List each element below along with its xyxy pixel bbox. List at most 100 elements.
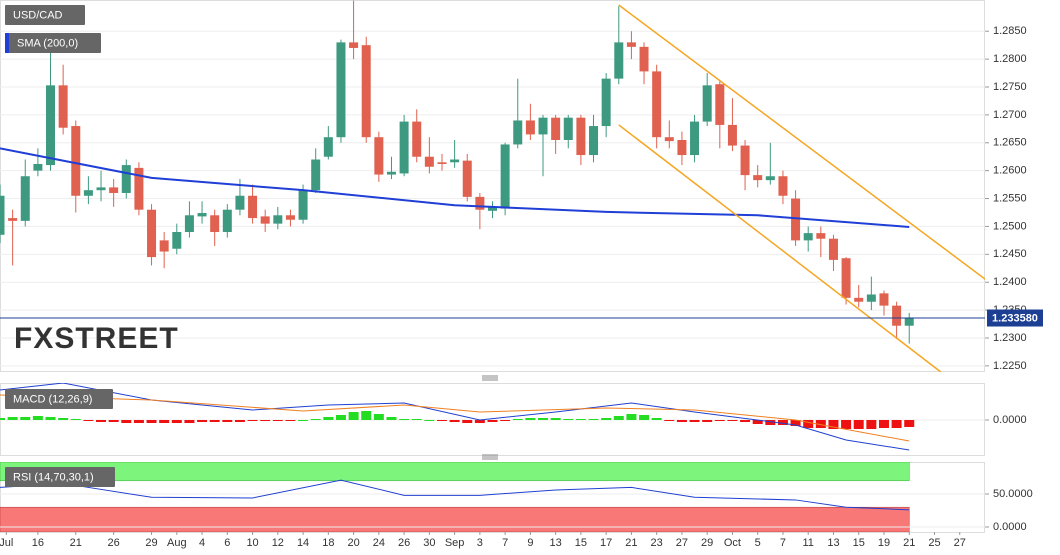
macd-histogram-bar [752,420,763,424]
macd-histogram-bar [853,420,864,429]
x-tick-label: 17 [600,537,612,549]
macd-histogram-bar [285,420,296,421]
macd-histogram-bar [323,417,334,420]
legend-text: RSI (14,70,30,1) [13,471,94,483]
candle-body [803,233,813,241]
x-tick-label: 29 [701,537,713,549]
macd-histogram-bar [815,420,826,428]
candle-body [614,42,624,79]
candle-body [386,171,396,175]
splitter-grip[interactable] [482,454,498,460]
macd-histogram-bar [487,420,498,422]
macd-histogram-bar [386,417,397,420]
legend-text: SMA (200,0) [17,37,78,49]
candle-body [778,176,788,196]
candle-body [260,216,270,224]
y-tick-label: 1.2700 [993,109,1027,121]
macd-histogram-bar [727,420,738,421]
candle-body [361,45,371,138]
macd-histogram-bar [197,420,208,422]
x-tick-label: 6 [224,537,230,549]
candle-body [71,126,81,196]
candle-body [715,84,725,125]
candle-body [159,240,169,252]
x-tick-label: 15 [853,537,865,549]
candle-body [525,120,535,135]
candle-body [866,294,876,302]
x-tick-label: 11 [802,537,813,549]
macd-histogram-bar [209,420,220,422]
candle-body [412,121,422,157]
last-price-label: 1.233580 [992,312,1038,324]
candle-body [765,176,775,181]
candle-body [475,196,485,210]
macd-layer [0,383,985,451]
macd-histogram-bar [891,420,902,428]
channel-line [618,124,942,372]
candle-body [235,195,245,210]
macd-histogram-bar [689,420,700,422]
candle-body [210,215,220,233]
splitter-grip[interactable] [482,375,498,381]
x-tick-label: Jul [0,537,13,549]
macd-histogram-bar [424,420,435,421]
macd-histogram-bar [765,420,776,425]
y-tick-label: 1.2250 [993,360,1027,372]
x-tick-label: 18 [322,537,334,549]
oversold-band [0,506,910,532]
candle-body [462,160,472,197]
x-tick-label: 16 [32,537,44,549]
x-tick-label: Oct [724,537,741,549]
y-tick-label: 1.2750 [993,81,1027,93]
candle-body [20,176,30,221]
channel-line [618,4,985,280]
candle-body [121,165,131,193]
candle-body [33,163,43,171]
candle-body [791,198,801,241]
x-tick-label: 20 [347,537,359,549]
macd-histogram-bar [575,419,586,420]
y-tick-label: 1.2600 [993,165,1027,177]
candle-body [488,206,497,211]
macd-histogram-bar [601,418,612,420]
candle-body [601,78,611,127]
macd-histogram-bar [841,420,852,429]
candle-body [589,126,599,156]
rsi-layer [0,462,985,532]
sma-line [0,147,910,228]
legend-text: MACD (12,26,9) [13,393,92,405]
y-tick-label: 1.2450 [993,248,1027,260]
y-tick-label: 1.2800 [993,53,1027,65]
candle-body [8,218,18,221]
x-tick-label: 12 [272,537,284,549]
candle-body [273,215,283,224]
x-tick-label: Aug [167,537,187,549]
macd-histogram-bar [740,420,751,422]
candle-body [437,162,447,164]
watermark: FXSTREET [14,322,179,355]
candle-body [96,187,106,191]
legend-swatch [5,33,9,53]
macd-histogram-bar [32,416,43,420]
candle-body [0,195,5,235]
macd-histogram-bar [159,420,170,423]
x-tick-label: 5 [755,537,761,549]
candle-body [83,190,93,196]
macd-histogram-bar [133,420,144,423]
macd-histogram-bar [866,420,877,429]
macd-histogram-bar [462,420,473,423]
macd-histogram-bar [449,420,460,422]
macd-histogram-bar [7,417,18,420]
macd-histogram-bar [550,418,561,420]
macd-histogram-bar [613,416,624,420]
x-tick-label: 25 [928,537,940,549]
macd-histogram-bar [588,419,599,420]
macd-histogram-bar [538,418,549,420]
macd-histogram-bar [525,418,536,420]
y-tick-label: 1.2850 [993,25,1027,37]
macd-histogram-bar [0,418,5,420]
macd-histogram-bar [777,420,788,425]
candle-body [298,190,308,220]
x-tick-label: 27 [676,537,688,549]
